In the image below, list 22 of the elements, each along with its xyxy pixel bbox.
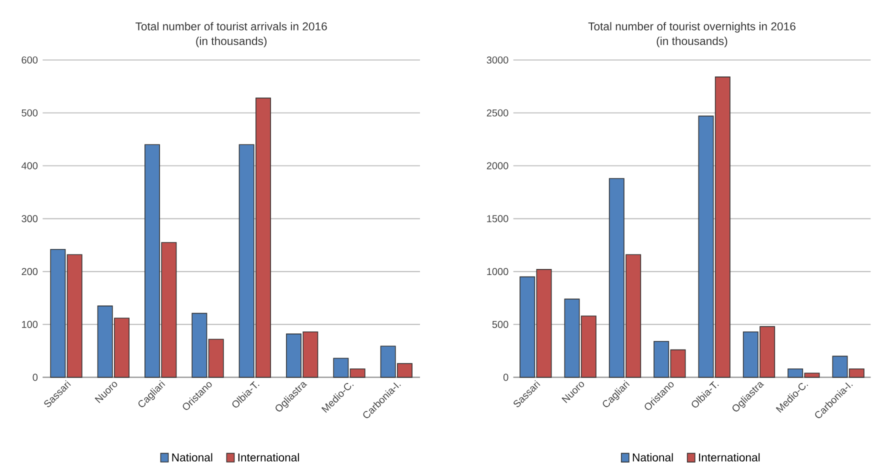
y-tick-label: 1500	[487, 215, 508, 222]
y-tick-label: 2000	[486, 162, 508, 170]
y-tick-label: 600	[22, 56, 38, 64]
y-tick-label: 500	[492, 321, 508, 328]
legend-label: International	[238, 453, 299, 462]
legend-label: National	[172, 453, 212, 462]
y-tick-label: 300	[22, 215, 38, 222]
y-tick-label: 0	[503, 374, 508, 382]
chart-title: Total number of tourist overnights in 2016	[588, 22, 796, 33]
y-tick-label: 0	[32, 374, 38, 382]
legend-label: National	[632, 453, 673, 462]
chart-subtitle: (in thousands)	[656, 36, 728, 48]
legend-label: International	[699, 453, 760, 462]
chart-title: Total number of tourist arrivals in 2016	[136, 22, 327, 31]
y-tick-label: 3000	[486, 56, 508, 64]
y-tick-label: 200	[22, 268, 38, 276]
y-tick-label: 500	[22, 110, 38, 117]
y-tick-label: 1000	[487, 268, 508, 276]
y-tick-label: 100	[22, 321, 38, 328]
y-tick-label: 2500	[486, 110, 508, 117]
chart-subtitle: (in thousands)	[196, 36, 267, 48]
y-tick-label: 400	[22, 162, 38, 170]
